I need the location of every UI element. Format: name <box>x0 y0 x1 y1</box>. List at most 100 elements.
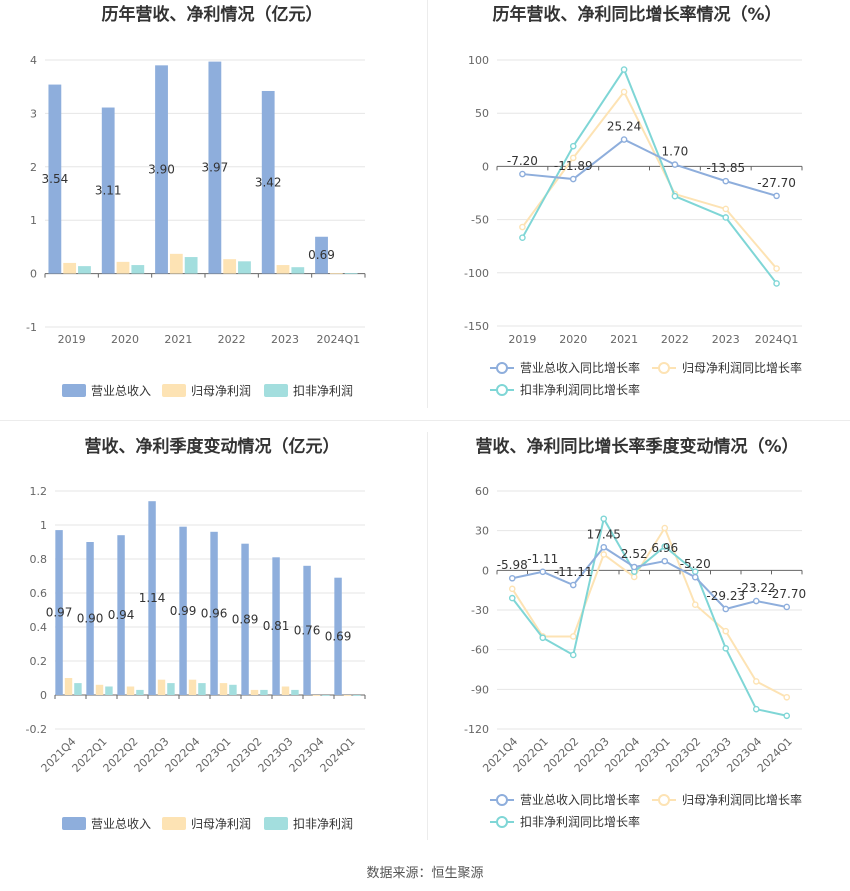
legend-label[interactable]: 营业总收入同比增长率 <box>520 360 640 375</box>
bar-revenue <box>101 107 115 274</box>
data-point <box>620 88 628 96</box>
legend-swatch <box>264 384 288 397</box>
data-point <box>722 205 730 213</box>
y-tick-label: 1 <box>30 214 37 227</box>
legend-label[interactable]: 扣非净利润 <box>293 817 353 831</box>
bar-data-label: 3.54 <box>42 172 69 186</box>
y-tick-label: 0 <box>40 689 47 702</box>
data-point <box>722 177 730 185</box>
bar-revenue <box>272 557 280 695</box>
y-tick-label: 0 <box>482 564 489 577</box>
legend-label[interactable]: 营业总收入 <box>91 384 151 398</box>
legend-label[interactable]: 归母净利润 <box>191 384 251 398</box>
line-data-label: -1.11 <box>527 552 558 566</box>
x-tick-label: 2024Q1 <box>755 333 799 346</box>
bar-revenue <box>241 543 249 695</box>
data-point <box>722 645 730 652</box>
data-point <box>773 265 780 272</box>
data-point <box>752 678 760 685</box>
y-tick-label: 0.2 <box>30 655 48 668</box>
y-tick-label: 3 <box>30 107 37 120</box>
vertical-divider-top <box>427 0 428 408</box>
bar-parent-profit <box>281 686 290 695</box>
data-point <box>691 601 699 609</box>
x-tick-label: 2019 <box>58 333 86 346</box>
bar-data-label: 3.90 <box>148 162 175 176</box>
line-data-label: -11.11 <box>554 565 593 579</box>
legend-label[interactable]: 营业总收入同比增长率 <box>520 792 640 807</box>
chart-title: 营收、净利季度变动情况（亿元） <box>85 436 340 457</box>
data-point <box>752 705 760 713</box>
legend-label[interactable]: 扣非净利润同比增长率 <box>520 814 640 829</box>
y-tick-label: 0.4 <box>30 621 48 634</box>
legend-label[interactable]: 扣非净利润 <box>293 384 353 398</box>
legend-swatch <box>162 817 186 830</box>
quarterly-revenue-profit-chart: 营收、净利季度变动情况（亿元）-0.200.20.40.60.811.22021… <box>26 436 366 831</box>
horizontal-divider <box>0 420 850 421</box>
data-point <box>783 693 791 701</box>
bar-parent-profit <box>95 684 104 695</box>
y-tick-label: 2 <box>30 161 37 174</box>
bar-deducted-profit <box>291 689 299 695</box>
bar-revenue <box>261 90 275 274</box>
data-point <box>539 568 547 576</box>
bar-parent-profit <box>312 695 321 696</box>
series-line <box>521 67 778 285</box>
bar-revenue <box>155 65 168 274</box>
x-tick-label: 2021 <box>164 333 192 346</box>
y-tick-label: -60 <box>471 644 489 657</box>
x-tick-label: 2019 <box>508 333 536 346</box>
legend-label[interactable]: 归母净利润同比增长率 <box>682 792 802 807</box>
bar-data-label: 3.11 <box>95 184 122 198</box>
y-tick-label: 100 <box>468 54 489 67</box>
annual-growth-rate-chart: 历年营收、净利同比增长率情况（%） -150 -100 -50 0 50 100 2019 20… <box>464 4 803 397</box>
legend-label[interactable]: 扣非净利润同比增长率 <box>520 382 640 397</box>
bar-deducted-profit <box>184 257 198 274</box>
bar-parent-profit <box>188 679 197 695</box>
y-tick-label: -150 <box>464 320 489 333</box>
bar-data-label: 0.76 <box>294 623 321 637</box>
y-tick-label: 1.2 <box>30 485 48 498</box>
data-point <box>508 585 516 593</box>
data-source: 数据来源：恒生聚源 <box>366 866 484 881</box>
bar-parent-profit <box>219 683 228 695</box>
data-point <box>620 66 628 73</box>
line-data-label: -27.70 <box>757 176 796 190</box>
data-point <box>630 573 638 581</box>
bar-deducted-profit <box>167 683 175 695</box>
data-point <box>620 136 628 143</box>
y-tick-label: -100 <box>464 267 489 280</box>
bar-parent-profit <box>126 686 135 695</box>
data-point <box>773 280 780 287</box>
line-data-label: 6.96 <box>651 541 678 555</box>
y-tick-label: 0.8 <box>30 553 48 566</box>
bar-data-label: 0.69 <box>325 629 352 643</box>
bar-revenue <box>117 535 125 695</box>
bar-deducted-profit <box>198 683 206 695</box>
bar-data-label: 0.69 <box>308 248 335 262</box>
data-point <box>722 627 730 635</box>
legend-label[interactable]: 归母净利润同比增长率 <box>682 360 802 375</box>
series-line <box>521 90 778 270</box>
line-data-label: -7.20 <box>507 154 538 168</box>
line-data-label: -13.85 <box>706 161 745 175</box>
data-point <box>569 633 577 640</box>
bar-data-label: 3.97 <box>202 161 229 175</box>
bar-revenue <box>48 84 62 274</box>
y-tick-label: 60 <box>475 485 489 498</box>
line-data-label: 17.45 <box>587 527 621 541</box>
y-tick-label: 1 <box>40 519 47 532</box>
bar-parent-profit <box>63 262 77 274</box>
line-data-label: -5.98 <box>497 558 528 572</box>
x-tick-label: 2022 <box>218 333 246 346</box>
y-tick-label: -50 <box>471 214 489 227</box>
bar-revenue <box>148 501 156 695</box>
bar-parent-profit <box>64 678 73 695</box>
bar-parent-profit <box>276 265 290 274</box>
bar-parent-profit <box>329 273 343 274</box>
data-point <box>569 581 577 589</box>
legend-label[interactable]: 归母净利润 <box>191 817 251 831</box>
data-point <box>600 551 608 558</box>
legend-label[interactable]: 营业总收入 <box>91 817 151 831</box>
legend-swatch <box>264 817 288 830</box>
